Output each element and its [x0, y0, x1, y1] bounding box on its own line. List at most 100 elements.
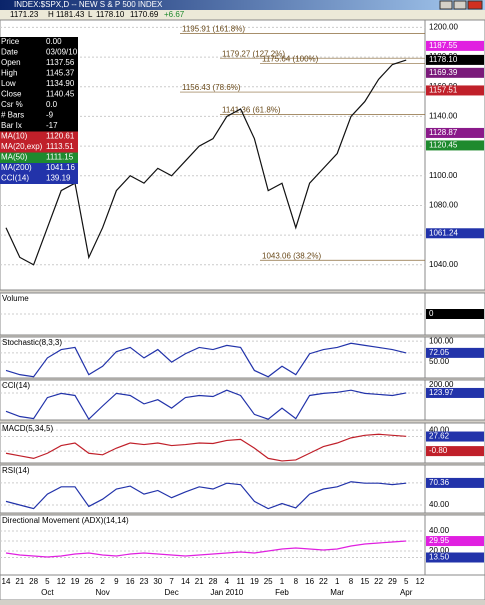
data-box-label: Date: [1, 48, 18, 57]
x-tick-label: 7: [169, 577, 174, 586]
axis-panel: [424, 464, 485, 514]
y-tick-label: 123.97: [429, 388, 454, 397]
data-box-row: [0, 131, 78, 142]
data-box-row: [0, 79, 78, 90]
minimize[interactable]: [439, 0, 453, 10]
data-box-label: Csr %: [1, 100, 23, 109]
x-tick-label: 8: [294, 577, 299, 586]
level-box: [426, 127, 484, 138]
x-tick-label: 12: [57, 577, 66, 586]
data-box-label: CCI(14): [1, 174, 29, 183]
quote-last: 1171.23: [10, 10, 39, 19]
level-box: [426, 67, 484, 78]
close[interactable]: [467, 0, 483, 10]
window-title: INDEX:$SPX,D -- NEW S & P 500 INDEX: [14, 0, 163, 9]
x-tick-label: 21: [195, 577, 204, 586]
quote-bar: [0, 10, 485, 20]
data-box-row: [0, 173, 78, 184]
data-box-row: [0, 100, 78, 111]
y-tick-label: 70.36: [429, 478, 450, 487]
axis-panel: [424, 379, 485, 421]
fib-label: 1179.27 (127.2%): [222, 49, 285, 58]
data-box-value: 1140.45: [46, 90, 75, 99]
data-box-value: 1113.51: [46, 142, 74, 151]
fib-label: 1175.64 (100%): [262, 55, 319, 64]
tick-label-box: [426, 477, 484, 488]
y-tick-label: 200.00: [429, 380, 454, 389]
level-label: 1120.45: [429, 141, 458, 150]
data-box-value: 1041.16: [46, 163, 75, 172]
y-tick-label: 1140.00: [429, 112, 458, 121]
month-label: Feb: [275, 588, 289, 597]
data-box-value: 1120.61: [46, 132, 75, 141]
x-tick-label: 9: [114, 577, 119, 586]
x-tick-label: 1: [335, 577, 340, 586]
x-tick-label: 21: [15, 577, 24, 586]
y-tick-label: 72.05: [429, 348, 450, 357]
tick-label-box: [426, 387, 484, 398]
quote-low: 1178.10: [96, 10, 125, 19]
data-box-row: [0, 68, 78, 79]
panel-title: MACD(5,34,5): [2, 424, 53, 433]
x-tick-label: 15: [360, 577, 369, 586]
x-tick-label: 5: [45, 577, 50, 586]
panel: [0, 379, 426, 421]
tick-label-box: [426, 347, 484, 358]
y-tick-label: 40.00: [429, 425, 450, 434]
data-box-label: MA(200): [1, 163, 32, 172]
data-box-label: Open: [1, 58, 21, 67]
quote-high: 1181.43: [56, 10, 85, 19]
data-box-label: # Bars: [1, 111, 24, 120]
data-box-label: Close: [1, 90, 22, 99]
data-box-row: [0, 89, 78, 100]
panel-title: Directional Movement (ADX)(14,14): [2, 516, 129, 525]
panel-title: Stochastic(8,3,3): [2, 338, 62, 347]
level-label: 1061.24: [429, 228, 458, 237]
y-tick-label: -0.80: [429, 446, 448, 455]
y-tick-label: 100.00: [429, 336, 454, 345]
maximize[interactable]: [453, 0, 467, 10]
x-tick-label: 25: [264, 577, 273, 586]
x-tick-label: 14: [181, 577, 190, 586]
data-box-label: MA(50): [1, 153, 28, 162]
y-tick-label: 20.00: [429, 546, 450, 555]
y-tick-label: 1200.00: [429, 23, 458, 32]
data-box-label: High: [1, 69, 17, 78]
series-line: [5, 433, 407, 462]
y-tick-label: 0: [429, 309, 434, 318]
level-label: 1187.55: [429, 41, 458, 50]
level-box: [426, 228, 484, 239]
x-tick-label: 16: [305, 577, 314, 586]
x-tick-label: 23: [140, 577, 149, 586]
x-tick-label: 8: [349, 577, 354, 586]
month-label: Oct: [41, 588, 54, 597]
panel: [0, 336, 426, 379]
data-box-value: 03/09/10: [46, 48, 78, 57]
y-tick-label: 1080.00: [429, 201, 458, 210]
data-box-value: 1145.37: [46, 69, 75, 78]
series-line: [5, 540, 407, 558]
y-tick-label: 1040.00: [429, 260, 458, 269]
y-tick-label: 13.50: [429, 553, 450, 562]
tick-label-box: [426, 309, 484, 319]
y-tick-label: 27.62: [429, 432, 450, 441]
x-tick-label: 29: [388, 577, 397, 586]
data-box-row: [0, 37, 78, 48]
data-box-value: 1134.90: [46, 79, 75, 88]
quote-change: +6.67: [164, 10, 185, 19]
data-box-row: [0, 163, 78, 174]
x-tick-label: 19: [250, 577, 259, 586]
data-box-label: Low: [1, 79, 16, 88]
x-tick-label: 22: [319, 577, 328, 586]
level-label: 1128.87: [429, 128, 458, 137]
tick-label-box: [426, 552, 484, 563]
fib-label: 1156.43 (78.6%): [182, 83, 241, 92]
data-box-value: 139.19: [46, 174, 71, 183]
fib-label: 1043.06 (38.2%): [262, 251, 321, 260]
x-tick-label: 1: [280, 577, 285, 586]
title-bar: [0, 0, 485, 10]
panel-title: RSI(14): [2, 466, 30, 475]
panel-title: CCI(14): [2, 381, 30, 390]
series-line: [5, 342, 407, 378]
